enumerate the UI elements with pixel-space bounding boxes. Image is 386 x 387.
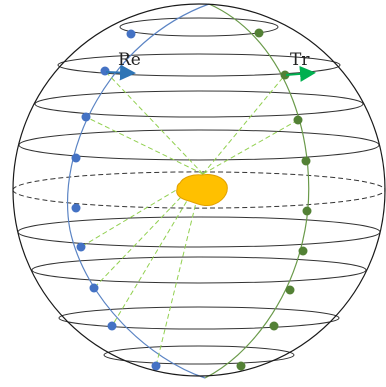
measurement-ray [155,173,204,367]
latitude-ring [103,345,295,365]
transmitter-point [302,206,312,216]
transmitter-arrow [285,65,316,82]
measurement-ray [202,74,286,175]
transmitter-point [298,246,308,256]
latitude-ring [119,17,279,37]
transmitter-label: Tr [290,50,310,70]
transmitter-point [269,321,279,331]
transmitter-point [301,156,311,166]
latitude-ring [17,216,381,248]
receiver-point [81,112,91,122]
receiver-point [76,242,86,252]
receiver-point [126,29,136,39]
equator-front-dashed [12,189,386,209]
latitude-ring [31,256,367,284]
latitude-ring [34,90,364,118]
transmitter-point [254,28,264,38]
receiver-point [71,153,81,163]
sphere-outline [12,3,386,377]
receiver-meridian-arc [66,3,210,379]
receiver-point [107,321,117,331]
receiver-point [89,283,99,293]
receiver-label: Re [118,50,141,70]
transmitter-point [285,285,295,295]
transmitter-point [293,115,303,125]
receiver-point [151,361,161,371]
measurement-ray [111,173,204,327]
receiver-point [71,203,81,213]
receiver-point [100,66,110,76]
measurement-ray [202,119,299,175]
transmitter-points [236,28,312,371]
receiver-points [71,29,161,371]
transmitter-meridian-arc [204,3,310,379]
latitude-ring [58,306,340,330]
target-object [176,174,228,206]
transmitter-point [280,70,290,80]
latitude-ring [57,53,341,77]
measurement-ray [85,116,204,175]
receiver-arrow [105,64,136,81]
transmitter-point [236,361,246,371]
